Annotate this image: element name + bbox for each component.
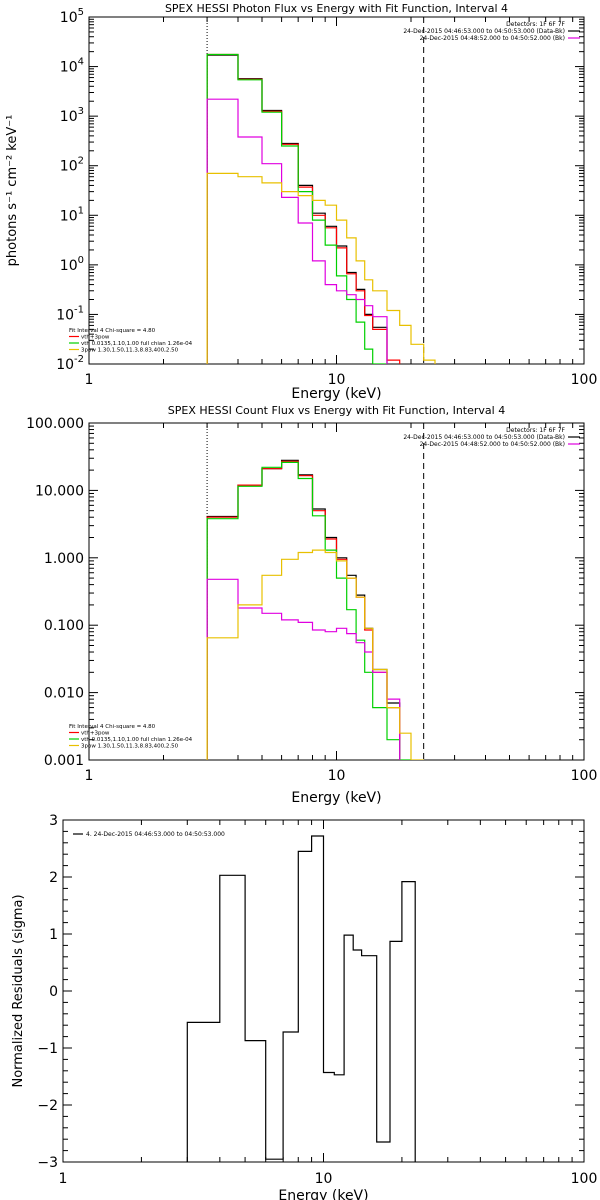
y-tick-label: 103 xyxy=(60,106,84,125)
info-line: 24-Dec-2015 04:46:53.000 to 04:50:53.000… xyxy=(403,434,565,441)
y-tick-label: 105 xyxy=(60,7,84,26)
info-line: Detectors: 1F 6F 7F xyxy=(506,21,565,28)
fit-info-line: vth+3pow xyxy=(81,731,110,737)
info-line: 24-Dec-2015 04:48:52.000 to 04:50:52.000… xyxy=(420,441,565,448)
series-line-2 xyxy=(206,53,387,364)
y-tick-label: 1 xyxy=(49,927,58,943)
fit-info-line: 3pow 1.30,1.50,11.3,8.83,400,2.50 xyxy=(81,348,179,354)
y-tick-label: 102 xyxy=(60,156,84,175)
residual-legend: 4. 24-Dec-2015 04:46:53.000 to 04:50:53.… xyxy=(73,831,225,838)
y-axis: 10-2 10-1 100 101 102 103 104 105 xyxy=(56,7,584,373)
series-line-0 xyxy=(186,835,416,1162)
y-axis: −3 −2 −1 0 1 2 3 xyxy=(37,813,584,1171)
y-tick-label: 100 xyxy=(60,255,84,274)
x-axis: 1 10 100 xyxy=(85,17,598,388)
y-axis: 0.001 0.010 0.100 1.000 10.000 100.000 xyxy=(26,416,584,769)
fit-info-line: vth 0.0135,1.10,1.00 full chian 1.26e-04 xyxy=(81,341,193,347)
count-flux-chart: SPEX HESSI Count Flux vs Energy with Fit… xyxy=(26,404,597,806)
y-tick-label: 0.001 xyxy=(44,753,84,769)
y-tick-label: −2 xyxy=(37,1098,58,1114)
chart-title: SPEX HESSI Photon Flux vs Energy with Fi… xyxy=(165,2,508,15)
series-line-2 xyxy=(206,461,411,760)
y-tick-label: 100.000 xyxy=(26,416,84,432)
y-tick-label: 104 xyxy=(60,57,84,76)
x-tick-label: 10 xyxy=(328,768,346,784)
series-line-4 xyxy=(206,172,436,364)
series-line-0 xyxy=(206,54,388,364)
y-axis-label: Normalized Residuals (sigma) xyxy=(11,894,26,1087)
plot-frame xyxy=(88,422,585,761)
x-axis-label: Energy (keV) xyxy=(291,790,381,806)
y-tick-label: −3 xyxy=(37,1155,58,1171)
fit-info-line: vth+3pow xyxy=(81,335,110,341)
x-tick-label: 10 xyxy=(315,1171,333,1187)
fit-info-line: Fit Interval 4 Chi-square = 4.80 xyxy=(69,328,156,334)
y-tick-label: 101 xyxy=(60,205,84,224)
fit-info-line: 3pow 1.30,1.50,11.3,8.83,400,2.50 xyxy=(81,744,179,750)
x-tick-label: 1 xyxy=(85,768,94,784)
residuals-chart: 1 10 100 Energy (keV) −3 −2 −1 0 1 2 3 Normalized R… xyxy=(11,813,597,1200)
series-line-1 xyxy=(206,460,401,760)
y-tick-label: 0.100 xyxy=(44,618,84,634)
fit-info-legend: Fit Interval 4 Chi-square = 4.80vth+3pow… xyxy=(69,724,193,750)
y-tick-label: 2 xyxy=(49,870,58,886)
y-tick-label: 0 xyxy=(49,984,58,1000)
x-tick-label: 10 xyxy=(328,372,346,388)
fit-info-legend: Fit Interval 4 Chi-square = 4.80vth+3pow… xyxy=(69,328,193,354)
x-axis-label: Energy (keV) xyxy=(278,1188,368,1200)
plot-frame xyxy=(88,16,585,365)
x-tick-label: 100 xyxy=(571,768,598,784)
x-tick-label: 100 xyxy=(571,372,598,388)
y-tick-label: 10-2 xyxy=(56,354,84,373)
info-line: 24-Dec-2015 04:46:53.000 to 04:50:53.000… xyxy=(403,28,565,35)
residual-legend-text: 4. 24-Dec-2015 04:46:53.000 to 04:50:53.… xyxy=(86,831,225,838)
x-tick-label: 1 xyxy=(59,1171,68,1187)
y-tick-label: −1 xyxy=(37,1041,58,1057)
photon-flux-chart: SPEX HESSI Photon Flux vs Energy with Fi… xyxy=(5,2,597,402)
chart-title: SPEX HESSI Count Flux vs Energy with Fit… xyxy=(168,404,505,417)
x-tick-label: 100 xyxy=(571,1171,598,1187)
x-axis: 1 10 100 xyxy=(59,820,598,1187)
series-group xyxy=(206,53,436,364)
info-line: Detectors: 1F 6F 7F xyxy=(506,427,565,434)
x-axis-label: Energy (keV) xyxy=(291,386,381,402)
y-tick-label: 10-1 xyxy=(56,304,84,323)
series-line-0 xyxy=(206,459,401,760)
y-tick-label: 10.000 xyxy=(35,483,84,499)
series-line-4 xyxy=(206,549,424,760)
y-axis-label: photons s⁻¹ cm⁻² keV⁻¹ xyxy=(5,115,20,267)
series-line-1 xyxy=(206,53,401,364)
info-line: 24-Dec-2015 04:48:52.000 to 04:50:52.000… xyxy=(420,35,565,42)
series-group xyxy=(206,459,424,760)
series-group xyxy=(186,835,416,1162)
series-line-3 xyxy=(206,98,388,364)
fit-info-line: Fit Interval 4 Chi-square = 4.80 xyxy=(69,724,156,730)
y-tick-label: 1.000 xyxy=(44,551,84,567)
y-tick-label: 3 xyxy=(49,813,58,829)
y-tick-label: 0.010 xyxy=(44,686,84,702)
x-tick-label: 1 xyxy=(85,372,94,388)
fit-info-line: vth 0.0135,1.10,1.00 full chian 1.26e-04 xyxy=(81,737,193,743)
series-line-3 xyxy=(206,578,401,760)
x-axis: 1 10 100 xyxy=(85,423,598,784)
